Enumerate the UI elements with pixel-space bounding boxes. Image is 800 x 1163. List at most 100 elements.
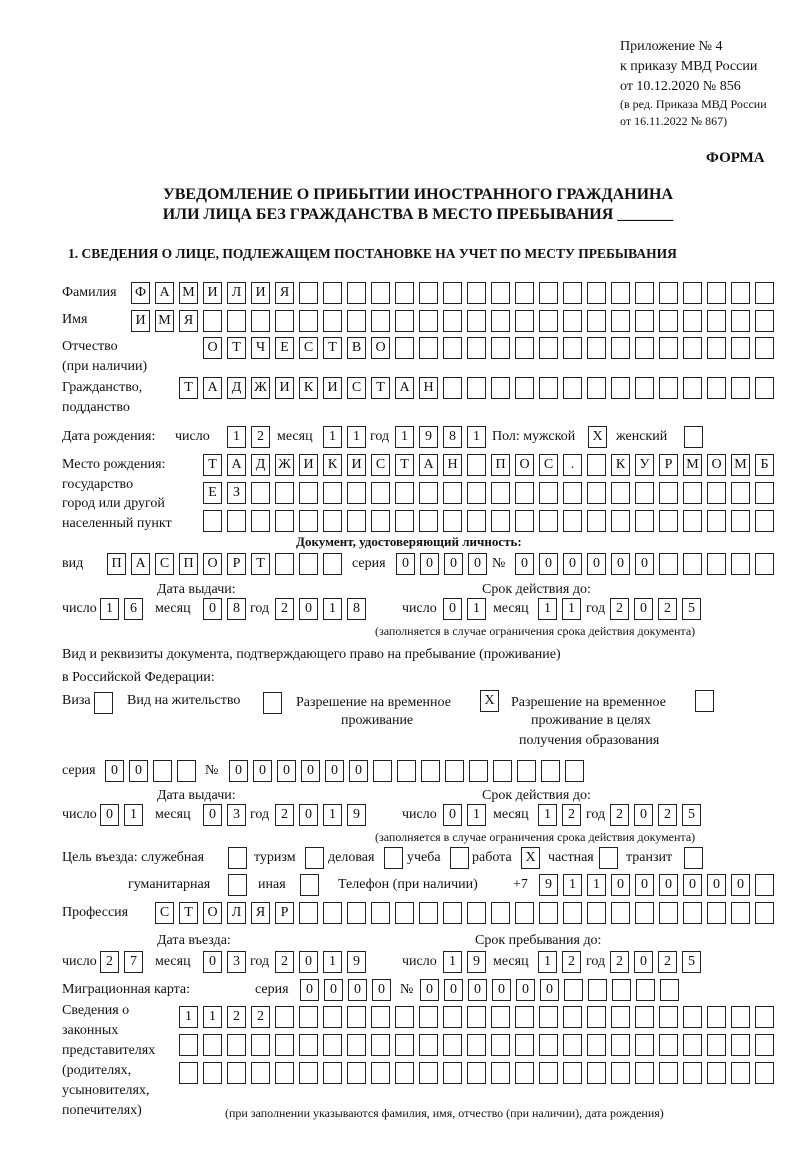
- char-box[interactable]: 6: [124, 598, 143, 620]
- char-box[interactable]: Ж: [251, 377, 270, 399]
- char-box[interactable]: Р: [659, 454, 678, 476]
- char-box[interactable]: [323, 1062, 342, 1084]
- char-box[interactable]: И: [131, 310, 150, 332]
- char-box[interactable]: [153, 760, 172, 782]
- char-box[interactable]: [491, 510, 510, 532]
- char-box[interactable]: 2: [610, 804, 629, 826]
- char-box[interactable]: Н: [443, 454, 462, 476]
- char-box[interactable]: [443, 282, 462, 304]
- char-box[interactable]: И: [347, 454, 366, 476]
- char-box[interactable]: [707, 902, 726, 924]
- char-box[interactable]: [731, 310, 750, 332]
- char-box[interactable]: 5: [682, 598, 701, 620]
- char-box[interactable]: 0: [634, 598, 653, 620]
- char-box[interactable]: И: [323, 377, 342, 399]
- char-box[interactable]: [491, 282, 510, 304]
- char-box[interactable]: Т: [371, 377, 390, 399]
- purpose-other-checkbox[interactable]: [300, 874, 324, 896]
- char-box[interactable]: [659, 1062, 678, 1084]
- char-box[interactable]: [263, 692, 282, 714]
- char-box[interactable]: 0: [203, 951, 222, 973]
- char-box[interactable]: 0: [707, 874, 726, 896]
- char-box[interactable]: 0: [611, 553, 630, 575]
- purpose-tourism-checkbox[interactable]: [305, 847, 329, 869]
- char-box[interactable]: 0: [634, 951, 653, 973]
- char-box[interactable]: [659, 482, 678, 504]
- char-box[interactable]: [684, 426, 703, 448]
- char-box[interactable]: [443, 1006, 462, 1028]
- char-box[interactable]: 2: [275, 804, 294, 826]
- char-box[interactable]: [467, 1034, 486, 1056]
- char-box[interactable]: [395, 902, 414, 924]
- char-box[interactable]: [515, 337, 534, 359]
- char-box[interactable]: 9: [467, 951, 486, 973]
- char-box[interactable]: [493, 760, 512, 782]
- char-box[interactable]: [563, 1006, 582, 1028]
- char-box[interactable]: И: [203, 282, 222, 304]
- char-box[interactable]: [611, 902, 630, 924]
- char-box[interactable]: Д: [251, 454, 270, 476]
- char-box[interactable]: [539, 1034, 558, 1056]
- char-box[interactable]: 0: [611, 874, 630, 896]
- char-box[interactable]: [467, 310, 486, 332]
- char-box[interactable]: 0: [324, 979, 343, 1001]
- char-box[interactable]: [491, 310, 510, 332]
- char-box[interactable]: [731, 902, 750, 924]
- char-box[interactable]: 0: [300, 979, 319, 1001]
- char-box[interactable]: [251, 310, 270, 332]
- char-box[interactable]: [695, 690, 714, 712]
- char-box[interactable]: [707, 510, 726, 532]
- char-box[interactable]: Д: [227, 377, 246, 399]
- char-box[interactable]: 0: [444, 553, 463, 575]
- char-box[interactable]: Б: [755, 454, 774, 476]
- char-box[interactable]: 9: [347, 804, 366, 826]
- sex-female-checkbox[interactable]: [684, 426, 708, 448]
- char-box[interactable]: [419, 510, 438, 532]
- char-box[interactable]: М: [683, 454, 702, 476]
- visa-checkbox[interactable]: [94, 692, 118, 714]
- char-box[interactable]: [94, 692, 113, 714]
- char-box[interactable]: Я: [179, 310, 198, 332]
- char-box[interactable]: Ж: [275, 454, 294, 476]
- char-box[interactable]: К: [323, 454, 342, 476]
- char-box[interactable]: [251, 510, 270, 532]
- char-box[interactable]: [659, 1034, 678, 1056]
- char-box[interactable]: [347, 510, 366, 532]
- char-box[interactable]: 8: [227, 598, 246, 620]
- trp-education-checkbox[interactable]: [695, 690, 719, 712]
- char-box[interactable]: 0: [635, 553, 654, 575]
- char-box[interactable]: X: [521, 847, 540, 869]
- char-box[interactable]: [177, 760, 196, 782]
- char-box[interactable]: Н: [419, 377, 438, 399]
- char-box[interactable]: [275, 482, 294, 504]
- char-box[interactable]: [539, 377, 558, 399]
- char-box[interactable]: [755, 1034, 774, 1056]
- char-box[interactable]: [611, 310, 630, 332]
- char-box[interactable]: [251, 1062, 270, 1084]
- char-box[interactable]: [539, 510, 558, 532]
- char-box[interactable]: П: [491, 454, 510, 476]
- char-box[interactable]: [275, 1006, 294, 1028]
- char-box[interactable]: 0: [444, 979, 463, 1001]
- char-box[interactable]: [635, 510, 654, 532]
- char-box[interactable]: [395, 1062, 414, 1084]
- char-box[interactable]: 0: [492, 979, 511, 1001]
- char-box[interactable]: [707, 1006, 726, 1028]
- char-box[interactable]: [587, 310, 606, 332]
- char-box[interactable]: П: [107, 553, 126, 575]
- char-box[interactable]: [563, 1034, 582, 1056]
- char-box[interactable]: [515, 377, 534, 399]
- char-box[interactable]: [419, 1034, 438, 1056]
- char-box[interactable]: 0: [129, 760, 148, 782]
- char-box[interactable]: С: [155, 902, 174, 924]
- reps-field[interactable]: [179, 1062, 779, 1084]
- char-box[interactable]: [467, 510, 486, 532]
- char-box[interactable]: [371, 1034, 390, 1056]
